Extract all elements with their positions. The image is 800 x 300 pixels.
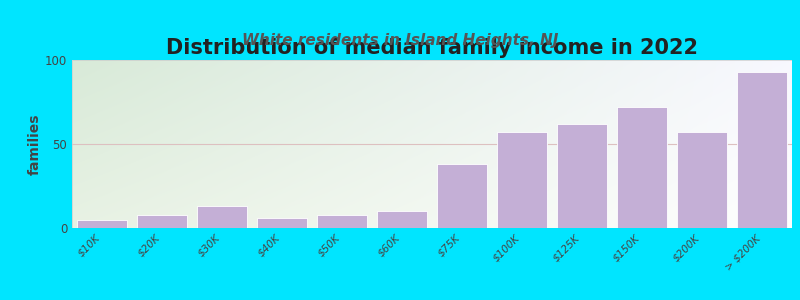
Y-axis label: families: families [28, 113, 42, 175]
Bar [78, 220, 126, 228]
Bar [498, 132, 546, 228]
Title: Distribution of median family income in 2022: Distribution of median family income in … [166, 38, 698, 58]
Text: White residents in Island Heights, NJ: White residents in Island Heights, NJ [242, 33, 558, 48]
Bar [138, 214, 186, 228]
Bar [558, 124, 606, 228]
Bar [678, 132, 726, 228]
Bar [378, 211, 426, 228]
Bar [738, 72, 786, 228]
Bar [318, 214, 366, 228]
Bar [618, 107, 666, 228]
Bar [198, 206, 246, 228]
Bar [438, 164, 486, 228]
Bar [258, 218, 306, 228]
